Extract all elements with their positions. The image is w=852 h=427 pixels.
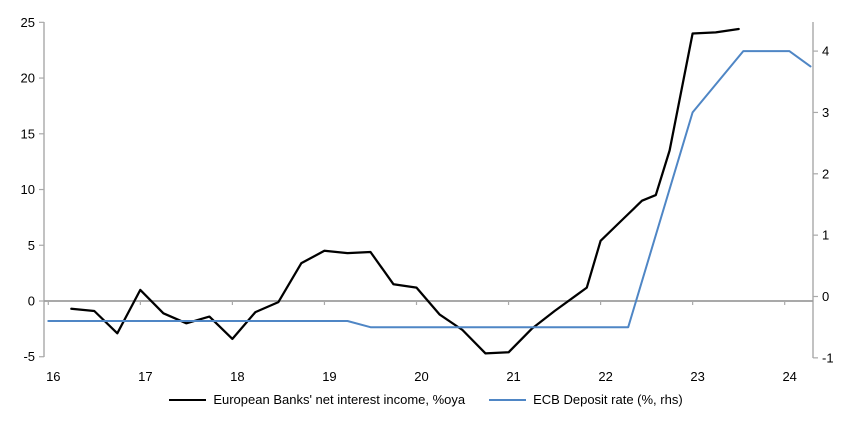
left-axis-tick-label: 0 (28, 294, 35, 309)
left-axis-tick-label: 25 (21, 15, 35, 30)
nii-line (70, 27, 740, 355)
legend: European Banks' net interest income, %oy… (0, 393, 852, 407)
right-axis-tick-label: -1 (822, 350, 834, 365)
x-axis-tick-label: 17 (138, 369, 152, 384)
right-axis-tick-label: 1 (822, 228, 829, 243)
left-axis-tick-label: 15 (21, 126, 35, 141)
x-axis-tick-label: 24 (782, 369, 796, 384)
x-axis-tick-label: 22 (598, 369, 612, 384)
left-axis-tick-label: -5 (23, 349, 35, 364)
x-axis-tick-label: 20 (414, 369, 428, 384)
x-axis-tick-label: 23 (690, 369, 704, 384)
nii-line-swatch (169, 399, 207, 401)
x-axis-tick-label: 19 (322, 369, 336, 384)
x-axis-tick-label: 21 (506, 369, 520, 384)
deposit-rate-legend-label: ECB Deposit rate (%, rhs) (533, 392, 683, 407)
deposit-rate-line (47, 50, 812, 329)
legend-item-nii: European Banks' net interest income, %oy… (169, 393, 465, 407)
x-axis-tick-label: 18 (230, 369, 244, 384)
legend-item-deposit-rate: ECB Deposit rate (%, rhs) (489, 393, 683, 407)
left-axis-tick-label: 20 (21, 71, 35, 86)
right-axis-tick-label: 2 (822, 166, 829, 181)
right-axis-tick-label: 0 (822, 289, 829, 304)
x-axis-tick-label: 16 (46, 369, 60, 384)
right-axis-tick-label: 4 (822, 44, 829, 59)
nii-legend-label: European Banks' net interest income, %oy… (213, 392, 466, 407)
right-axis-tick-label: 3 (822, 105, 829, 120)
deposit-rate-line-swatch (489, 399, 527, 401)
left-axis-tick-label: 5 (28, 238, 35, 253)
left-axis-tick-label: 10 (21, 182, 35, 197)
